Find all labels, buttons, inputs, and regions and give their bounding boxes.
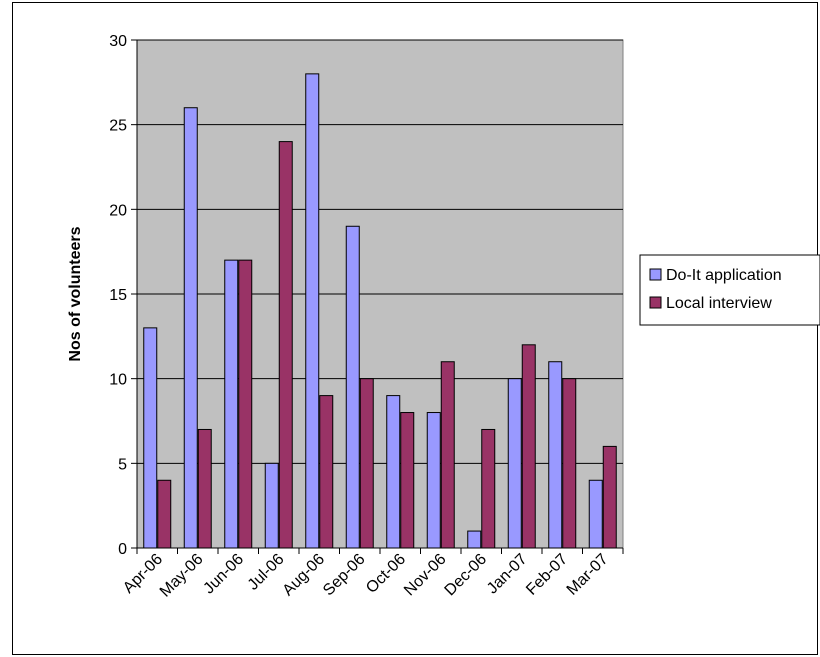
bar-local-interview xyxy=(198,429,211,548)
y-tick-label: 5 xyxy=(118,456,127,473)
bar-local-interview xyxy=(320,396,333,548)
x-tick-label: Sep-06 xyxy=(320,551,369,600)
x-tick-label: May-06 xyxy=(157,551,207,601)
bar-do-it xyxy=(225,260,238,548)
legend-box xyxy=(640,255,820,325)
bar-local-interview xyxy=(279,142,292,548)
bar-local-interview xyxy=(563,379,576,548)
bar-local-interview xyxy=(603,446,616,548)
bar-local-interview xyxy=(360,379,373,548)
y-axis-label: Nos of volunteers xyxy=(67,226,84,361)
y-tick-labels: 0 5 10 15 20 25 30 xyxy=(109,33,127,558)
x-tick-label: Jun-06 xyxy=(200,551,247,598)
y-tick-label: 25 xyxy=(109,118,127,135)
bar-do-it xyxy=(549,362,562,548)
legend-label: Do-It application xyxy=(666,267,782,284)
legend-swatch xyxy=(650,269,661,280)
x-tick-label: Jan-07 xyxy=(484,551,531,598)
y-tick-label: 20 xyxy=(109,202,127,219)
bar-do-it xyxy=(468,531,481,548)
bar-local-interview xyxy=(522,345,535,548)
x-tick-label: Dec-06 xyxy=(442,551,491,600)
bar-do-it xyxy=(589,480,602,548)
legend: Do-It application Local interview xyxy=(640,255,820,325)
y-tick-label: 10 xyxy=(109,372,127,389)
x-tick-label: Oct-06 xyxy=(363,551,409,597)
x-tick-label: Nov-06 xyxy=(401,551,450,600)
bar-do-it xyxy=(427,413,440,548)
bar-do-it xyxy=(265,463,278,548)
x-tick-label: Mar-07 xyxy=(564,551,612,599)
y-tick-label: 15 xyxy=(109,287,127,304)
bar-do-it xyxy=(144,328,157,548)
bar-do-it xyxy=(306,74,319,548)
x-tick-label: Aug-06 xyxy=(280,551,329,600)
bar-do-it xyxy=(508,379,521,548)
bar-do-it xyxy=(387,396,400,548)
bar-local-interview xyxy=(158,480,171,548)
y-tick-label: 0 xyxy=(118,541,127,558)
bar-local-interview xyxy=(482,429,495,548)
bar-local-interview xyxy=(401,413,414,548)
legend-swatch xyxy=(650,297,661,308)
x-tick-labels: Apr-06May-06Jun-06Jul-06Aug-06Sep-06Oct-… xyxy=(120,551,612,601)
legend-label: Local interview xyxy=(666,295,772,312)
x-tick-label: Feb-07 xyxy=(523,551,571,599)
y-tick-label: 30 xyxy=(109,33,127,50)
bar-do-it xyxy=(346,226,359,548)
bar-do-it xyxy=(184,108,197,548)
bar-local-interview xyxy=(239,260,252,548)
bar-local-interview xyxy=(441,362,454,548)
